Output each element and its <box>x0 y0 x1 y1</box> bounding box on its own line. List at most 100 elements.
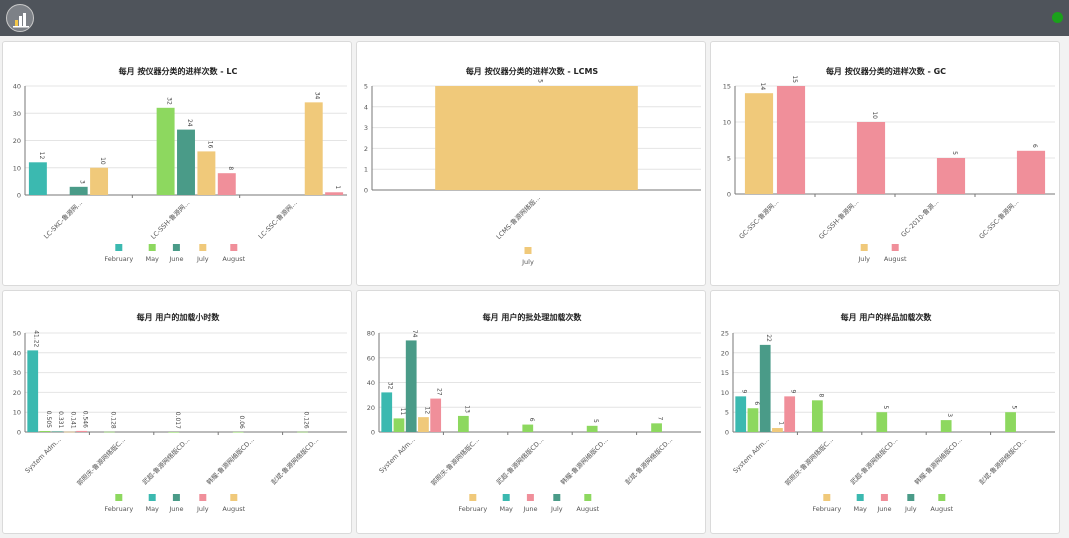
legend-label: May <box>853 505 867 513</box>
data-label: 32 <box>166 97 173 105</box>
y-tick-label: 15 <box>721 369 729 377</box>
x-tick-label: 彭斌-鲁源网络版CD... <box>269 435 320 486</box>
x-tick-label: 郭照庆-鲁源网络版C... <box>429 435 481 487</box>
bar-may <box>393 418 405 432</box>
data-label: 6 <box>528 418 535 422</box>
legend-swatch <box>526 494 534 501</box>
data-label: 0.331 <box>57 411 64 428</box>
bar-may <box>39 431 51 432</box>
x-tick-label: 彭斌-鲁源网络版CD... <box>977 435 1028 486</box>
bar-july <box>197 151 216 195</box>
bar-may <box>522 424 534 432</box>
y-tick-label: 2 <box>364 145 368 153</box>
bar-august <box>776 86 806 194</box>
bar-july <box>435 86 638 190</box>
data-label: 6 <box>753 401 760 405</box>
bar-may <box>297 431 308 433</box>
x-tick-label: LC-SSC-鲁源网... <box>256 198 299 241</box>
legend-swatch <box>172 494 180 501</box>
x-tick-label: LC-SSH-鲁源网... <box>148 198 191 241</box>
data-label: 3 <box>79 180 86 184</box>
data-label: 0.128 <box>109 412 116 429</box>
bar-june <box>177 129 195 195</box>
data-label: 5 <box>951 151 958 155</box>
data-label: 3 <box>946 413 953 417</box>
chart-panel-user-load-hours: 每月 用户的加载小时数 0 10 20 30 40 50 41.22 0.505 0.331 0.1… <box>2 290 352 534</box>
legend-swatch <box>148 494 156 501</box>
bar-may <box>811 400 823 432</box>
y-tick-label: 0 <box>725 429 729 437</box>
app-logo-icon[interactable] <box>6 4 34 32</box>
y-tick-label: 15 <box>723 83 731 91</box>
bar-february <box>735 396 747 432</box>
legend-label: July <box>521 258 534 266</box>
data-label: 74 <box>411 330 418 338</box>
bar-may <box>103 431 115 433</box>
y-tick-label: 30 <box>13 369 21 377</box>
y-tick-label: 3 <box>364 124 368 132</box>
legend-swatch <box>115 244 123 251</box>
x-tick-label: GC-SSC-鲁源网... <box>977 197 1021 241</box>
legend-swatch <box>115 494 123 501</box>
legend-swatch <box>469 494 477 501</box>
y-tick-label: 10 <box>13 409 21 417</box>
bar-august <box>76 430 88 432</box>
data-label: 11 <box>399 408 406 416</box>
data-label: 13 <box>463 405 470 413</box>
y-tick-label: 0 <box>17 429 21 437</box>
legend-swatch <box>553 494 561 501</box>
legend-swatch <box>199 244 207 251</box>
data-label: 12 <box>423 407 430 415</box>
x-tick-label: GC-SSC-鲁源网... <box>737 197 781 241</box>
data-label: 0.06 <box>238 416 245 430</box>
bar-august <box>936 158 966 194</box>
data-label: 32 <box>387 382 394 390</box>
chart-title: 每月 用户的批处理加载次数 <box>483 312 583 322</box>
legend-label: July <box>196 505 209 513</box>
x-tick-label: 武超-鲁源网络版CD... <box>140 435 191 486</box>
data-label: 8 <box>227 166 234 170</box>
bar-july <box>90 167 109 195</box>
bar-february <box>27 350 39 432</box>
data-label: 10 <box>99 157 106 165</box>
data-label: 34 <box>314 92 321 100</box>
legend-swatch <box>584 494 592 501</box>
data-label: 0.505 <box>45 411 52 428</box>
bar-may <box>876 412 888 432</box>
y-tick-label: 60 <box>367 354 375 362</box>
legend-label: July <box>904 505 917 513</box>
bar-july <box>64 431 75 433</box>
y-tick-label: 40 <box>367 379 375 387</box>
bar-chart-logo-icon <box>13 13 29 28</box>
data-label: 0.126 <box>303 412 310 429</box>
legend-label: June <box>522 505 537 513</box>
legend-label: August <box>930 505 953 513</box>
chart-title: 每月 用户的加载小时数 <box>137 312 221 322</box>
x-tick-label: 彭斌-鲁源网络版CD... <box>623 435 674 486</box>
chart-title: 每月 按仪器分类的进样次数 - LCMS <box>466 66 599 76</box>
legend-swatch <box>856 494 864 501</box>
bar-may <box>1005 412 1016 432</box>
y-tick-label: 50 <box>13 330 21 338</box>
legend-swatch <box>880 494 888 501</box>
y-tick-label: 10 <box>723 119 731 127</box>
bar-may <box>168 431 180 433</box>
y-tick-label: 10 <box>721 389 729 397</box>
y-tick-label: 5 <box>727 155 731 163</box>
x-tick-label: 韩耀-鲁源网络版CD... <box>912 435 963 486</box>
data-label: 14 <box>759 83 766 91</box>
chart-panel-gc-injections: 每月 按仪器分类的进样次数 - GC 0 5 10 15 14 15 GC-SSC-鲁源网..… <box>710 41 1060 286</box>
y-tick-label: 30 <box>13 110 21 118</box>
bar-june <box>51 431 63 432</box>
data-label: 12 <box>38 152 45 160</box>
data-label: 41.22 <box>33 330 40 347</box>
legend-label: July <box>196 255 209 263</box>
data-label: 9 <box>741 390 748 394</box>
chart-title: 每月 用户的样品加载次数 <box>841 312 933 322</box>
legend-swatch <box>502 494 510 501</box>
bar-february <box>28 162 47 195</box>
y-tick-label: 5 <box>364 83 368 91</box>
bar-july <box>418 417 429 432</box>
y-tick-label: 20 <box>721 349 729 357</box>
bar-august <box>430 398 442 432</box>
